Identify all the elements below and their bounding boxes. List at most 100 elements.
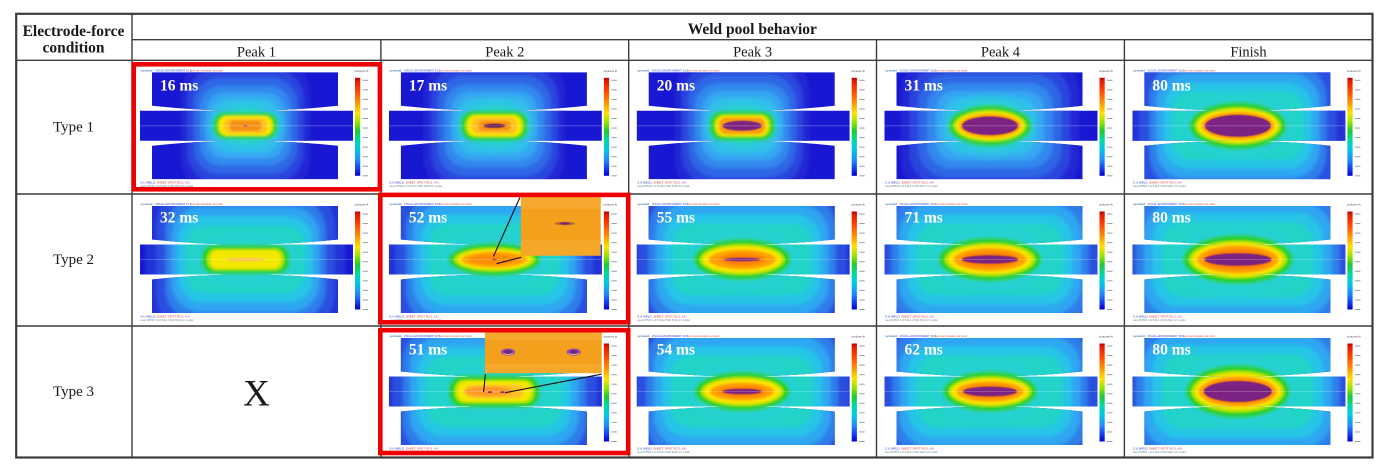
svg-text:55 ms: 55 ms xyxy=(657,210,695,227)
svg-text:contours th: contours th xyxy=(603,335,617,339)
svg-text:steel DP590 1.2t 8.0kA 2.5kN: steel DP590 1.2t 8.0kA 2.5kN 60Hz AC mod… xyxy=(637,318,690,322)
svg-text:16 ms: 16 ms xyxy=(160,77,198,94)
svg-text:steel DP590 1.2t 8.0kA 2.5kN: steel DP590 1.2t 8.0kA 2.5kN 60Hz AC mod… xyxy=(885,318,938,322)
svg-text:Finish: Finish xyxy=(1230,44,1267,60)
svg-text:52 ms: 52 ms xyxy=(409,210,447,227)
svg-text:Spot weld simulation axi model: Spot weld simulation axi model xyxy=(935,203,968,206)
svg-text:VISUAL-ENVIRONMENT 16.5: VISUAL-ENVIRONMENT 16.5 xyxy=(1147,68,1184,72)
svg-text:Spot weld simulation axi model: Spot weld simulation axi model xyxy=(935,69,968,72)
svg-text:steel DP590 1.2t 8.0kA 2.5kN: steel DP590 1.2t 8.0kA 2.5kN 60Hz AC mod… xyxy=(885,450,938,454)
svg-text:Spot weld simulation axi model: Spot weld simulation axi model xyxy=(935,335,968,338)
svg-text:steel DP590 1.2t 8.0kA 2.5kN: steel DP590 1.2t 8.0kA 2.5kN 60Hz AC mod… xyxy=(637,184,690,188)
svg-text:contours th: contours th xyxy=(355,203,369,207)
svg-text:Spot weld simulation axi model: Spot weld simulation axi model xyxy=(1182,203,1215,206)
svg-text:32 ms: 32 ms xyxy=(160,210,198,227)
svg-text:sysweld: sysweld xyxy=(389,69,401,73)
svg-text:Type 2: Type 2 xyxy=(53,252,94,268)
svg-text:Type 1: Type 1 xyxy=(53,120,94,136)
svg-text:Spot weld simulation axi model: Spot weld simulation axi model xyxy=(687,335,720,338)
svg-text:sysweld: sysweld xyxy=(1133,69,1145,73)
svg-text:Spot weld simulation axi model: Spot weld simulation axi model xyxy=(439,69,472,72)
svg-text:sysweld: sysweld xyxy=(141,202,153,206)
svg-text:condition: condition xyxy=(42,40,104,57)
svg-text:steel DP590 1.2t 8.0kA 2.5kN: steel DP590 1.2t 8.0kA 2.5kN 60Hz AC mod… xyxy=(637,450,690,454)
svg-text:contours th: contours th xyxy=(603,69,617,73)
svg-text:VISUAL-ENVIRONMENT 16.5: VISUAL-ENVIRONMENT 16.5 xyxy=(155,202,192,206)
svg-text:Spot weld simulation axi model: Spot weld simulation axi model xyxy=(1182,69,1215,72)
svg-text:S.U WELD, SHEET: SPOT R2.0, AX: S.U WELD, SHEET: SPOT R2.0, AXI xyxy=(389,314,438,318)
svg-text:S.U WELD, SHEET: SPOT R2.0, AX: S.U WELD, SHEET: SPOT R2.0, AXI xyxy=(389,181,438,185)
svg-text:VISUAL-ENVIRONMENT 16.5: VISUAL-ENVIRONMENT 16.5 xyxy=(404,68,441,72)
svg-text:VISUAL-ENVIRONMENT 16.5: VISUAL-ENVIRONMENT 16.5 xyxy=(900,202,937,206)
svg-text:sysweld: sysweld xyxy=(885,69,897,73)
svg-text:VISUAL-ENVIRONMENT 16.5: VISUAL-ENVIRONMENT 16.5 xyxy=(1147,334,1184,338)
svg-text:Weld pool behavior: Weld pool behavior xyxy=(688,21,817,38)
svg-text:S.U WELD, SHEET: SPOT R2.0, AX: S.U WELD, SHEET: SPOT R2.0, AXI xyxy=(141,181,190,185)
svg-text:steel DP590 1.2t 8.0kA 2.5kN: steel DP590 1.2t 8.0kA 2.5kN 60Hz AC mod… xyxy=(141,318,194,322)
svg-text:sysweld: sysweld xyxy=(389,202,401,206)
svg-text:VISUAL-ENVIRONMENT 16.5: VISUAL-ENVIRONMENT 16.5 xyxy=(652,334,689,338)
svg-text:Spot weld simulation axi model: Spot weld simulation axi model xyxy=(190,69,223,72)
svg-text:steel DP590 1.2t 8.0kA 2.5kN: steel DP590 1.2t 8.0kA 2.5kN 60Hz AC mod… xyxy=(1133,450,1186,454)
svg-text:sysweld: sysweld xyxy=(141,69,153,73)
svg-text:S.U WELD, SHEET: SPOT R2.0, AX: S.U WELD, SHEET: SPOT R2.0, AXI xyxy=(637,314,686,318)
svg-text:Spot weld simulation axi model: Spot weld simulation axi model xyxy=(687,203,720,206)
svg-text:Peak 2: Peak 2 xyxy=(485,44,524,60)
svg-text:VISUAL-ENVIRONMENT 16.5: VISUAL-ENVIRONMENT 16.5 xyxy=(900,334,937,338)
svg-text:steel DP590 1.2t 8.0kA 2.5kN: steel DP590 1.2t 8.0kA 2.5kN 60Hz AC mod… xyxy=(389,184,442,188)
svg-text:X: X xyxy=(243,374,270,415)
svg-text:62 ms: 62 ms xyxy=(905,342,943,359)
svg-text:contours th: contours th xyxy=(603,203,617,207)
svg-text:contours th: contours th xyxy=(1347,203,1361,207)
svg-text:steel DP590 1.2t 8.0kA 2.5kN: steel DP590 1.2t 8.0kA 2.5kN 60Hz AC mod… xyxy=(141,184,194,188)
svg-text:steel DP590 1.2t 8.0kA 2.5kN: steel DP590 1.2t 8.0kA 2.5kN 60Hz AC mod… xyxy=(885,184,938,188)
svg-text:S.U WELD, SHEET: SPOT R2.0, AX: S.U WELD, SHEET: SPOT R2.0, AXI xyxy=(885,181,934,185)
svg-text:31 ms: 31 ms xyxy=(905,77,943,94)
svg-text:sysweld: sysweld xyxy=(389,334,401,338)
svg-text:S.U WELD, SHEET: SPOT R2.0, AX: S.U WELD, SHEET: SPOT R2.0, AXI xyxy=(885,446,934,450)
svg-text:S.U WELD, SHEET: SPOT R2.0, AX: S.U WELD, SHEET: SPOT R2.0, AXI xyxy=(637,446,686,450)
svg-text:contours th: contours th xyxy=(1347,335,1361,339)
svg-text:S.U WELD, SHEET: SPOT R2.0, AX: S.U WELD, SHEET: SPOT R2.0, AXI xyxy=(637,181,686,185)
svg-text:sysweld: sysweld xyxy=(637,202,649,206)
svg-text:contours th: contours th xyxy=(1099,335,1113,339)
svg-text:S.U WELD, SHEET: SPOT R2.0, AX: S.U WELD, SHEET: SPOT R2.0, AXI xyxy=(885,314,934,318)
svg-text:sysweld: sysweld xyxy=(885,202,897,206)
svg-text:80 ms: 80 ms xyxy=(1152,210,1190,227)
svg-text:sysweld: sysweld xyxy=(637,69,649,73)
svg-text:sysweld: sysweld xyxy=(637,334,649,338)
svg-text:contours th: contours th xyxy=(355,69,369,73)
svg-text:Peak 4: Peak 4 xyxy=(981,44,1021,60)
svg-text:steel DP590 1.2t 8.0kA 2.5kN: steel DP590 1.2t 8.0kA 2.5kN 60Hz AC mod… xyxy=(1133,184,1186,188)
svg-text:51 ms: 51 ms xyxy=(409,342,447,359)
svg-text:17 ms: 17 ms xyxy=(409,77,447,94)
svg-text:VISUAL-ENVIRONMENT 16.5: VISUAL-ENVIRONMENT 16.5 xyxy=(652,202,689,206)
svg-text:sysweld: sysweld xyxy=(885,334,897,338)
svg-text:20 ms: 20 ms xyxy=(657,77,695,94)
svg-text:Spot weld simulation axi model: Spot weld simulation axi model xyxy=(439,335,472,338)
svg-text:S.U WELD, SHEET: SPOT R2.0, AX: S.U WELD, SHEET: SPOT R2.0, AXI xyxy=(1133,314,1182,318)
svg-text:steel DP590 1.2t 8.0kA 2.5kN: steel DP590 1.2t 8.0kA 2.5kN 60Hz AC mod… xyxy=(1133,318,1186,322)
svg-text:71 ms: 71 ms xyxy=(905,210,943,227)
svg-text:Spot weld simulation axi model: Spot weld simulation axi model xyxy=(1182,335,1215,338)
svg-text:contours th: contours th xyxy=(1347,69,1361,73)
svg-text:contours th: contours th xyxy=(851,203,865,207)
svg-text:S.U WELD, SHEET: SPOT R2.0, AX: S.U WELD, SHEET: SPOT R2.0, AXI xyxy=(1133,446,1182,450)
svg-text:steel DP590 1.2t 8.0kA 2.5kN: steel DP590 1.2t 8.0kA 2.5kN 60Hz AC mod… xyxy=(389,318,442,322)
svg-text:sysweld: sysweld xyxy=(1133,334,1145,338)
svg-text:S.U WELD, SHEET: SPOT R2.0, AX: S.U WELD, SHEET: SPOT R2.0, AXI xyxy=(1133,181,1182,185)
svg-text:contours th: contours th xyxy=(851,335,865,339)
svg-text:VISUAL-ENVIRONMENT 16.5: VISUAL-ENVIRONMENT 16.5 xyxy=(652,68,689,72)
svg-text:Peak 3: Peak 3 xyxy=(733,44,772,60)
svg-text:Electrode-force: Electrode-force xyxy=(23,23,125,40)
svg-text:54 ms: 54 ms xyxy=(657,342,695,359)
svg-text:Peak 1: Peak 1 xyxy=(237,44,276,60)
svg-text:sysweld: sysweld xyxy=(1133,202,1145,206)
svg-text:S.U WELD, SHEET: SPOT R2.0, AX: S.U WELD, SHEET: SPOT R2.0, AXI xyxy=(141,314,190,318)
svg-text:contours th: contours th xyxy=(1099,203,1113,207)
svg-text:Spot weld simulation axi model: Spot weld simulation axi model xyxy=(687,69,720,72)
svg-text:80 ms: 80 ms xyxy=(1152,77,1190,94)
svg-text:contours th: contours th xyxy=(851,69,865,73)
svg-text:contours th: contours th xyxy=(1099,69,1113,73)
svg-text:S.U WELD, SHEET: SPOT R2.0, AX: S.U WELD, SHEET: SPOT R2.0, AXI xyxy=(389,446,438,450)
